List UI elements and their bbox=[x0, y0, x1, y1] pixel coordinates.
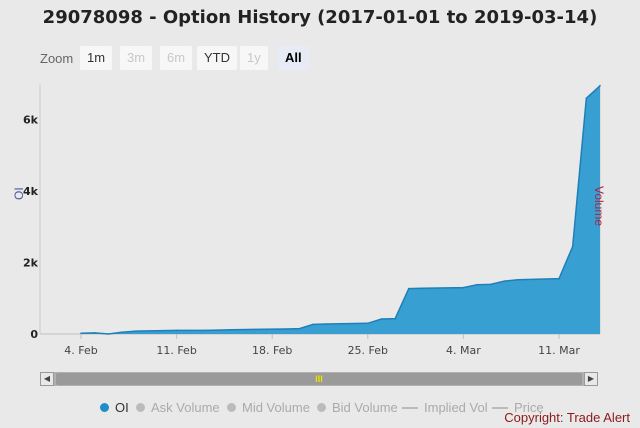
data-point bbox=[312, 323, 314, 326]
legend-item-ask-volume[interactable]: Ask Volume bbox=[136, 400, 220, 415]
data-point bbox=[216, 329, 219, 331]
zoom-3m-button[interactable]: 3m bbox=[120, 46, 153, 70]
x-tick-label: 11. Mar bbox=[538, 344, 580, 357]
zoom-all-button[interactable]: All bbox=[278, 46, 309, 70]
zoom-label: Zoom bbox=[40, 51, 74, 66]
data-point bbox=[489, 283, 492, 286]
data-point bbox=[121, 331, 123, 334]
data-point bbox=[230, 328, 233, 331]
legend-item-implied-vol[interactable]: Implied Vol bbox=[402, 400, 488, 415]
range-navigator[interactable]: ◀ III ▶ bbox=[40, 372, 598, 386]
zoom-6m-button[interactable]: 6m bbox=[160, 46, 193, 70]
chart-legend: OI Ask Volume Mid Volume Bid Volume Impl… bbox=[0, 400, 640, 418]
legend-item-oi[interactable]: OI bbox=[100, 400, 129, 415]
data-point bbox=[421, 287, 424, 290]
x-tick-label: 11. Feb bbox=[156, 344, 196, 357]
data-point bbox=[517, 278, 519, 281]
zoom-1y-button[interactable]: 1y bbox=[240, 46, 268, 70]
legend-label: Mid Volume bbox=[242, 400, 310, 415]
data-point bbox=[571, 245, 574, 248]
y-axis-title-left: OI bbox=[12, 187, 26, 200]
data-point bbox=[298, 327, 301, 330]
navigator-left-arrow-icon[interactable]: ◀ bbox=[40, 372, 54, 386]
data-point bbox=[189, 329, 192, 332]
navigator-scrollbar-thumb[interactable]: III bbox=[56, 373, 582, 385]
legend-item-mid-volume[interactable]: Mid Volume bbox=[227, 400, 310, 415]
data-point bbox=[558, 277, 560, 280]
copyright-credit: Copyright: Trade Alert bbox=[504, 410, 630, 425]
plot-area: 0 2k 4k 6k 4. Feb 11. Feb 18. Feb 25. Feb 4. Mar… bbox=[23, 84, 601, 357]
legend-label: Price bbox=[514, 400, 544, 415]
legend-label: Implied Vol bbox=[424, 400, 488, 415]
data-point bbox=[476, 283, 478, 286]
legend-ask-volume-dot-icon bbox=[136, 403, 145, 413]
x-tick-label: 4. Mar bbox=[446, 344, 481, 357]
data-point bbox=[367, 322, 369, 325]
zoom-1m-button[interactable]: 1m bbox=[80, 46, 113, 70]
legend-label: OI bbox=[115, 400, 129, 415]
chart-title: 29078098 - Option History (2017-01-01 to… bbox=[42, 7, 598, 28]
y-tick-label: 0 bbox=[30, 328, 38, 341]
x-tick-label: 25. Feb bbox=[348, 344, 388, 357]
legend-item-bid-volume[interactable]: Bid Volume bbox=[317, 400, 398, 415]
legend-bid-volume-dot-icon bbox=[317, 403, 326, 413]
data-point bbox=[93, 332, 96, 334]
legend-price-line-icon bbox=[492, 406, 508, 409]
x-tick-label: 4. Feb bbox=[64, 344, 97, 357]
navigator-grip-icon: III bbox=[315, 374, 323, 384]
data-point bbox=[326, 323, 328, 325]
data-point bbox=[107, 333, 110, 335]
data-point bbox=[285, 328, 287, 330]
data-point bbox=[394, 317, 396, 320]
legend-item-price[interactable]: Price bbox=[492, 400, 544, 415]
data-point bbox=[80, 332, 82, 335]
data-point bbox=[585, 97, 588, 100]
data-point bbox=[203, 329, 205, 332]
chart-area: 0 2k 4k 6k 4. Feb 11. Feb 18. Feb 25. Feb 4. Mar… bbox=[23, 84, 601, 357]
data-point bbox=[134, 330, 137, 332]
series-line-oi bbox=[80, 85, 601, 335]
data-point bbox=[503, 280, 506, 282]
navigator-right-arrow-icon[interactable]: ▶ bbox=[584, 372, 598, 386]
zoom-ytd-button[interactable]: YTD bbox=[197, 46, 237, 70]
series-area-oi bbox=[80, 85, 601, 335]
y-tick-label: 6k bbox=[23, 114, 39, 127]
legend-label: Ask Volume bbox=[151, 400, 220, 415]
data-point bbox=[175, 329, 178, 332]
data-point bbox=[380, 318, 383, 320]
y-axis-title-right: Volume bbox=[592, 186, 606, 227]
y-tick-label: 2k bbox=[23, 257, 39, 270]
legend-implied-vol-line-icon bbox=[402, 406, 418, 409]
y-tick-label: 4k bbox=[23, 185, 39, 198]
legend-mid-volume-dot-icon bbox=[227, 403, 236, 413]
data-point bbox=[407, 287, 410, 290]
legend-label: Bid Volume bbox=[332, 400, 398, 415]
legend-oi-dot-icon bbox=[100, 403, 109, 413]
data-point bbox=[599, 84, 601, 87]
x-tick-label: 18. Feb bbox=[252, 344, 292, 357]
data-point bbox=[462, 286, 465, 289]
